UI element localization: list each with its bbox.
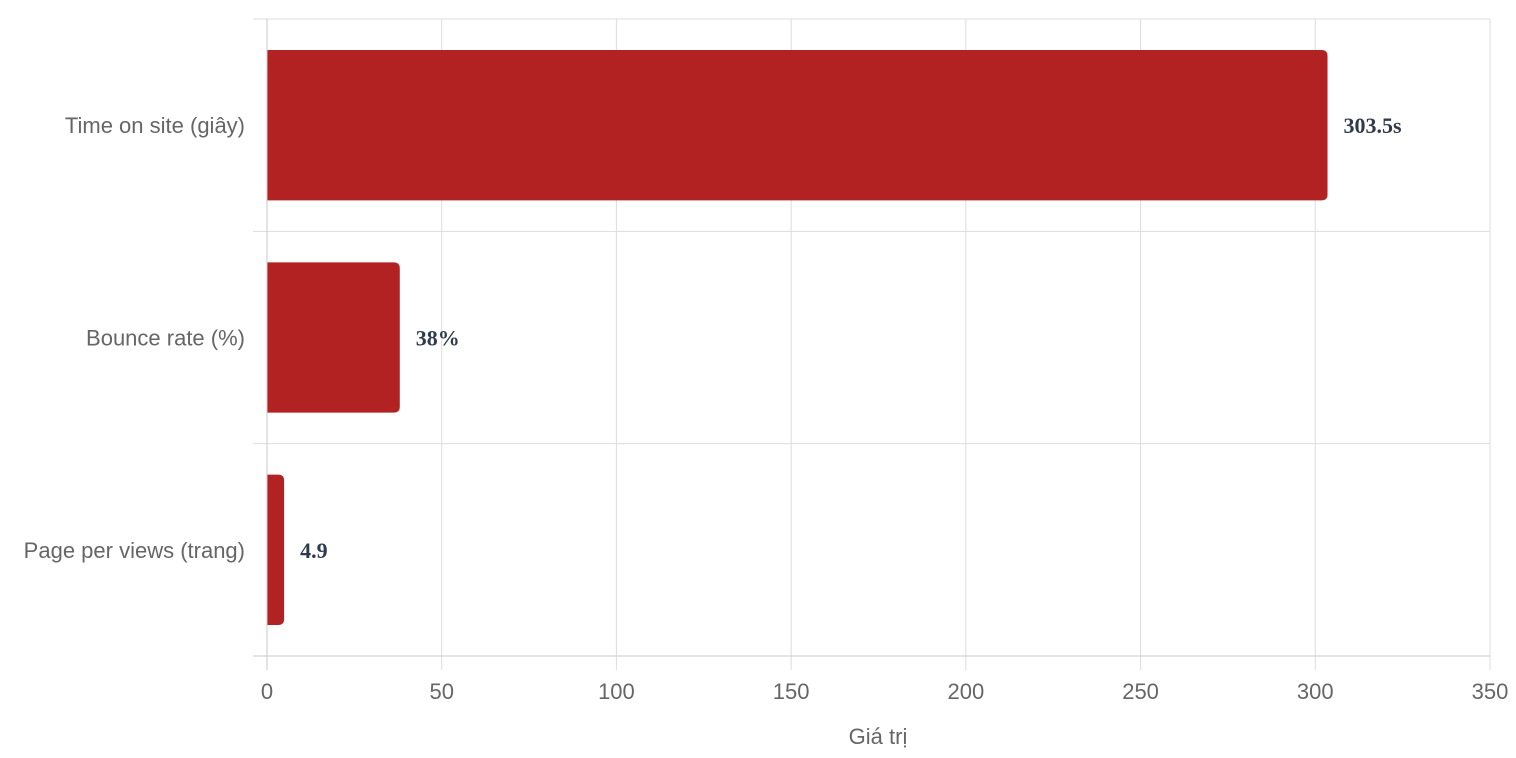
x-tick-label: 150 (773, 679, 810, 704)
bar (267, 474, 285, 625)
bars-layer (267, 50, 1328, 625)
x-tick-label: 50 (429, 679, 453, 704)
y-category-label: Bounce rate (%) (86, 326, 245, 351)
x-tick-label: 0 (261, 679, 273, 704)
x-tick-label: 250 (1122, 679, 1159, 704)
bar (267, 262, 400, 413)
x-tick-label: 100 (598, 679, 635, 704)
axis-layer (253, 19, 1490, 657)
y-category-label: Time on site (giây) (65, 113, 245, 138)
y-category-label: Page per views (trang) (24, 538, 245, 563)
x-tick-label: 300 (1297, 679, 1334, 704)
bar-data-label: 38% (416, 326, 460, 351)
x-tick-label: 350 (1472, 679, 1509, 704)
x-axis-title: Giá trị (849, 724, 908, 749)
bar-data-label: 4.9 (300, 538, 328, 563)
x-tick-label: 200 (947, 679, 984, 704)
bar (267, 50, 1328, 201)
labels-layer: 0 50 100 150 200 250 300 350 Time on site (giây)… (24, 113, 1509, 704)
bar-data-label: 303.5s (1344, 113, 1403, 138)
